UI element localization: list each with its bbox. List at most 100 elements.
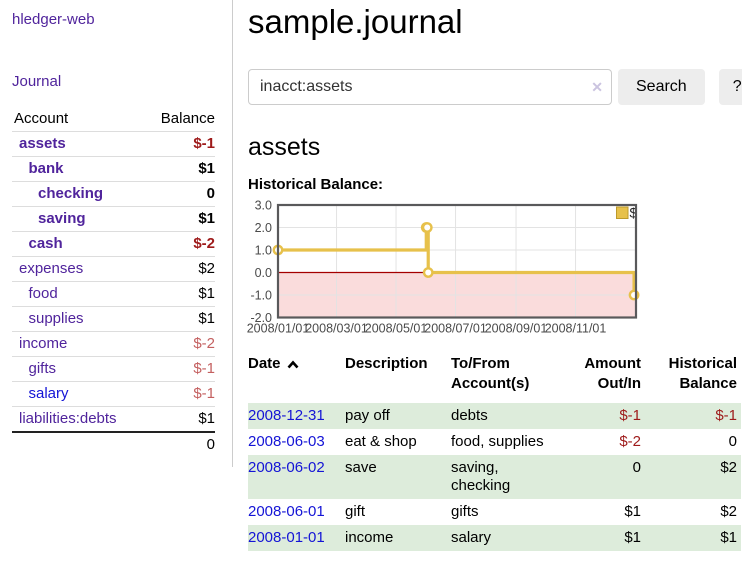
x-tick-label: 2008/07/01 bbox=[424, 322, 487, 336]
y-tick-label: 0.0 bbox=[255, 266, 272, 280]
chart-title: Historical Balance: bbox=[248, 176, 384, 193]
transaction-accounts: food, supplies bbox=[451, 433, 544, 450]
account-row: income $-2 bbox=[12, 331, 215, 357]
search-input[interactable] bbox=[248, 69, 612, 105]
transaction-amount: 0 bbox=[632, 459, 641, 476]
transaction-description: save bbox=[345, 459, 377, 476]
account-row: food $1 bbox=[12, 281, 215, 307]
page-title: sample.journal bbox=[248, 3, 463, 40]
register-header-amount: Amount Out/In bbox=[584, 355, 641, 392]
account-row: checking 0 bbox=[12, 181, 215, 207]
y-tick-label: 3.0 bbox=[255, 199, 272, 213]
legend-label: $ bbox=[630, 206, 638, 221]
transaction-description: income bbox=[345, 529, 394, 546]
x-tick-label: 2008/11/01 bbox=[545, 322, 607, 336]
search-box: ✕ bbox=[248, 69, 612, 105]
account-link-cash[interactable]: cash bbox=[28, 235, 63, 252]
account-balance: $1 bbox=[198, 310, 215, 327]
account-link-assets[interactable]: assets bbox=[19, 135, 66, 152]
plot-border bbox=[276, 203, 638, 319]
transaction-date-link[interactable]: 2008-06-02 bbox=[248, 459, 325, 476]
register-row: 2008-06-01 gift gifts $1 $2 bbox=[248, 499, 741, 525]
accounts-header-balance: Balance bbox=[160, 110, 215, 127]
register-header-balance: Historical Balance bbox=[668, 355, 737, 392]
register-table: Date Description To/From Account(s) Amou… bbox=[248, 352, 741, 551]
account-balance: $1 bbox=[198, 410, 215, 427]
account-balance: $-1 bbox=[193, 135, 215, 152]
register-header-description: Description bbox=[345, 355, 428, 372]
sidebar: hledger-web Journal Account Balance asse… bbox=[0, 0, 233, 467]
y-tick-label: 1.0 bbox=[255, 244, 272, 258]
account-row: saving $1 bbox=[12, 206, 215, 232]
transaction-accounts: saving, checking bbox=[451, 459, 511, 494]
account-balance: $1 bbox=[198, 210, 215, 227]
account-balance: $2 bbox=[198, 260, 215, 277]
transaction-balance: $1 bbox=[720, 529, 737, 546]
account-link-salary[interactable]: salary bbox=[28, 385, 69, 402]
account-balance: $-1 bbox=[193, 360, 215, 377]
account-link-income[interactable]: income bbox=[19, 335, 68, 352]
account-link-checking[interactable]: checking bbox=[38, 185, 104, 202]
account-row: cash $-2 bbox=[12, 231, 215, 257]
accounts-total-row: 0 bbox=[12, 432, 215, 457]
transaction-accounts: gifts bbox=[451, 503, 479, 520]
accounts-total-value: 0 bbox=[206, 436, 215, 453]
account-row: gifts $-1 bbox=[12, 356, 215, 382]
account-link-expenses[interactable]: expenses bbox=[19, 260, 84, 277]
x-tick-label: 2008/09/01 bbox=[485, 322, 548, 336]
x-tick-label: 2008/01/01 bbox=[247, 322, 310, 336]
register-row: 2008-01-01 income salary $1 $1 bbox=[248, 525, 741, 551]
data-point-marker bbox=[422, 267, 434, 278]
account-row: liabilities:debts $1 bbox=[12, 406, 215, 433]
account-link-liabilities-debts[interactable]: liabilities:debts bbox=[19, 410, 117, 427]
account-row: salary $-1 bbox=[12, 381, 215, 407]
register-row: 2008-06-02 save saving, checking 0 $2 bbox=[248, 455, 741, 499]
transaction-amount: $1 bbox=[624, 503, 641, 520]
account-link-saving[interactable]: saving bbox=[38, 210, 86, 227]
register-row: 2008-12-31 pay off debts $-1 $-1 bbox=[248, 403, 741, 429]
transaction-date-link[interactable]: 2008-06-03 bbox=[248, 433, 325, 450]
transaction-balance: $2 bbox=[720, 503, 737, 520]
account-link-food[interactable]: food bbox=[28, 285, 58, 302]
transaction-balance: $-1 bbox=[715, 407, 737, 424]
transaction-balance: $2 bbox=[720, 459, 737, 476]
historical-balance-chart: $3.0 2.0 1.0 0.0 -1.0 -2.02008/01/012008/03/0… bbox=[247, 199, 640, 336]
y-tick-label: -2.0 bbox=[250, 311, 272, 325]
account-heading: assets bbox=[248, 133, 321, 161]
transaction-date-link[interactable]: 2008-06-01 bbox=[248, 503, 325, 520]
register-row: 2008-06-03 eat & shop food, supplies $-2 0 bbox=[248, 429, 741, 455]
accounts-table: Account Balance assets $-1 bank $1 checking 0… bbox=[12, 107, 215, 457]
account-balance: $1 bbox=[198, 160, 215, 177]
register-header-accounts: To/From Account(s) bbox=[451, 355, 530, 392]
search-button[interactable]: Search bbox=[618, 69, 705, 105]
register-header-row: Date Description To/From Account(s) Amou… bbox=[248, 352, 741, 403]
transaction-amount: $-1 bbox=[619, 407, 641, 424]
account-balance: $1 bbox=[198, 285, 215, 302]
transaction-date-link[interactable]: 2008-01-01 bbox=[248, 529, 325, 546]
account-link-bank[interactable]: bank bbox=[28, 160, 64, 177]
transaction-amount: $1 bbox=[624, 529, 641, 546]
account-row: bank $1 bbox=[12, 156, 215, 182]
transaction-date-link[interactable]: 2008-12-31 bbox=[248, 407, 325, 424]
data-point-marker bbox=[421, 222, 433, 233]
transaction-description: gift bbox=[345, 503, 366, 520]
chevron-up-icon bbox=[287, 360, 298, 369]
x-tick-label: 2008/03/01 bbox=[305, 322, 368, 336]
register-header-date[interactable]: Date bbox=[248, 352, 345, 403]
account-balance: $-1 bbox=[193, 385, 215, 402]
transaction-description: pay off bbox=[345, 407, 390, 424]
accounts-header-account: Account bbox=[14, 110, 69, 127]
account-row: supplies $1 bbox=[12, 306, 215, 332]
account-balance: 0 bbox=[206, 185, 215, 202]
help-button[interactable]: ? bbox=[718, 69, 742, 105]
app-title-link[interactable]: hledger-web bbox=[12, 11, 95, 28]
account-link-gifts[interactable]: gifts bbox=[28, 360, 57, 377]
search-bar: ✕ Search ? bbox=[248, 69, 742, 105]
account-link-supplies[interactable]: supplies bbox=[28, 310, 84, 327]
sidebar-item-journal[interactable]: Journal bbox=[12, 73, 62, 90]
transaction-description: eat & shop bbox=[345, 433, 417, 450]
clear-search-icon[interactable]: ✕ bbox=[591, 79, 603, 95]
accounts-header-row: Account Balance bbox=[12, 107, 215, 132]
account-balance: $-2 bbox=[193, 335, 215, 352]
transaction-accounts: debts bbox=[451, 407, 488, 424]
